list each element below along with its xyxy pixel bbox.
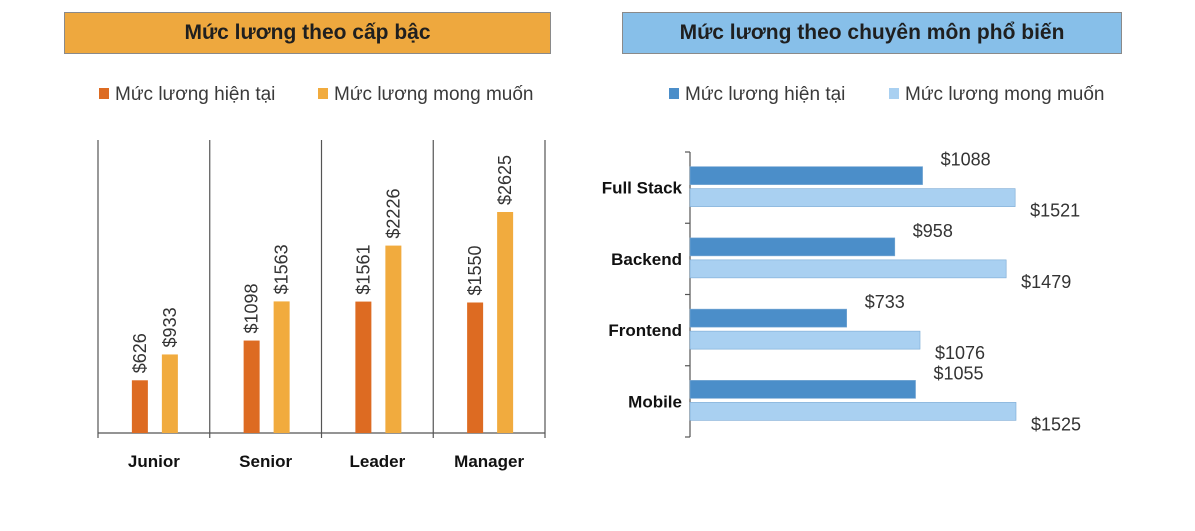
left-bar-desired bbox=[497, 212, 514, 433]
right-bar-label: $1525 bbox=[1031, 414, 1081, 434]
left-bar-desired bbox=[273, 301, 290, 433]
left-category-label: Manager bbox=[454, 452, 524, 471]
right-bar-label: $733 bbox=[865, 292, 905, 312]
right-legend-swatch-desired bbox=[889, 88, 899, 99]
right-chart-title: Mức lương theo chuyên môn phổ biến bbox=[622, 12, 1122, 54]
left-legend-current: Mức lương hiện tại bbox=[115, 84, 275, 105]
right-bar-label: $958 bbox=[913, 221, 953, 241]
left-legend-swatch-desired bbox=[318, 88, 328, 99]
left-bar-label: $1550 bbox=[465, 245, 485, 295]
right-bar-label: $1055 bbox=[934, 363, 984, 383]
left-legend-swatch-current bbox=[99, 88, 109, 99]
left-bar-current bbox=[243, 340, 260, 433]
left-legend-desired: Mức lương mong muốn bbox=[334, 84, 533, 105]
right-category-label: Full Stack bbox=[602, 179, 683, 198]
right-bar-current bbox=[689, 166, 923, 185]
left-bar-label: $2625 bbox=[495, 155, 515, 205]
left-bar-label: $626 bbox=[130, 333, 150, 373]
right-bar-label: $1479 bbox=[1021, 272, 1071, 292]
left-bar-label: $1098 bbox=[242, 283, 262, 333]
right-legend-current: Mức lương hiện tại bbox=[685, 84, 845, 105]
right-bar-label: $1521 bbox=[1030, 201, 1080, 221]
left-bar-current bbox=[131, 380, 148, 433]
left-bar-current bbox=[355, 301, 372, 433]
right-category-label: Frontend bbox=[608, 321, 682, 340]
left-bar-current bbox=[467, 302, 484, 433]
right-bar-current bbox=[689, 308, 847, 328]
right-bar-chart: $1088 $1521 Full Stack $958 $1479 Backend $733… bbox=[602, 150, 1081, 438]
right-bar-desired bbox=[689, 402, 1017, 421]
left-bar-label: $1561 bbox=[353, 245, 373, 295]
left-category-label: Junior bbox=[128, 452, 180, 471]
left-bar-label: $2226 bbox=[383, 189, 403, 239]
right-bar-desired bbox=[689, 259, 1007, 279]
right-bar-desired bbox=[689, 188, 1016, 207]
right-bar-label: $1076 bbox=[935, 343, 985, 363]
right-bar-label: $1088 bbox=[941, 150, 991, 170]
left-category-label: Senior bbox=[239, 452, 292, 471]
left-bar-desired bbox=[161, 354, 178, 433]
left-bar-chart: $626 $933 Junior $1098 $1563 Senior $1561 $2226… bbox=[97, 140, 546, 471]
left-bar-label: $1563 bbox=[272, 244, 292, 294]
right-legend-desired: Mức lương mong muốn bbox=[905, 84, 1104, 105]
right-category-label: Mobile bbox=[628, 392, 682, 411]
right-bar-desired bbox=[689, 330, 921, 350]
right-category-label: Backend bbox=[611, 250, 682, 269]
right-legend-swatch-current bbox=[669, 88, 679, 99]
left-bar-label: $933 bbox=[160, 307, 180, 347]
left-chart-title: Mức lương theo cấp bậc bbox=[64, 12, 551, 54]
right-bar-current bbox=[689, 237, 896, 257]
right-bar-current bbox=[689, 380, 916, 399]
left-category-label: Leader bbox=[350, 452, 406, 471]
left-bar-desired bbox=[385, 245, 402, 433]
